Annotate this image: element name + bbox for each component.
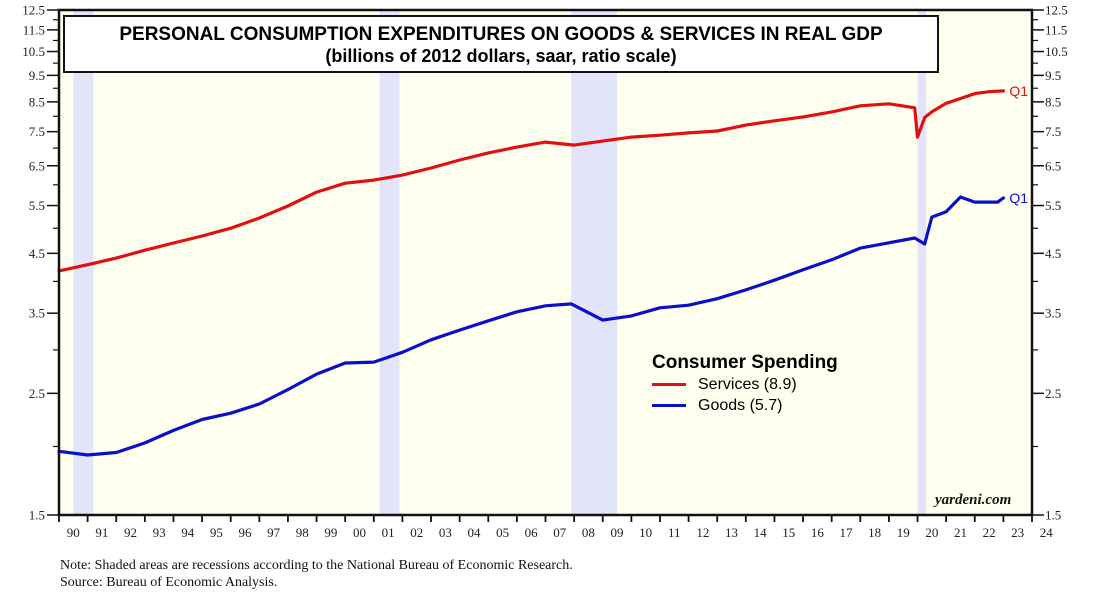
x-tick-label: 17 (839, 525, 853, 540)
y-tick-label-left: 12.5 (22, 3, 45, 18)
x-tick-label: 20 (925, 525, 938, 540)
legend-item-services: Services (8.9) (652, 374, 838, 395)
x-tick-label: 15 (782, 525, 795, 540)
y-tick-label-right: 9.5 (1045, 68, 1061, 83)
y-tick-label-right: 1.5 (1045, 508, 1061, 523)
y-tick-label-right: 7.5 (1045, 124, 1061, 139)
x-tick-label: 05 (496, 525, 509, 540)
y-tick-label-right: 3.5 (1045, 306, 1061, 321)
watermark: yardeni.com (935, 492, 1012, 508)
x-tick-label: 16 (811, 525, 825, 540)
x-tick-label: 13 (725, 525, 738, 540)
x-tick-label: 24 (1040, 525, 1054, 540)
x-tick-label: 03 (439, 525, 452, 540)
y-tick-label-right: 10.5 (1045, 44, 1068, 59)
recession-band (379, 10, 400, 515)
y-tick-label-left: 4.5 (29, 246, 45, 261)
y-axis-left: 12.5 11.5 10.5 9.5 8.5 7.5 6.5 5.5 4.5 3.5 2.5 1.5 (22, 3, 59, 523)
x-tick-label: 09 (611, 525, 624, 540)
x-tick-label: 95 (210, 525, 223, 540)
x-tick-label: 00 (353, 525, 366, 540)
x-tick-label: 23 (1011, 525, 1024, 540)
x-tick-label: 02 (410, 525, 423, 540)
series-lines (57, 89, 1006, 457)
x-tick-label: 10 (639, 525, 652, 540)
y-tick-label-right: 5.5 (1045, 198, 1061, 213)
y-tick-label-right: 2.5 (1045, 386, 1061, 401)
x-tick-label: 19 (897, 525, 910, 540)
x-tick-label: 22 (983, 525, 996, 540)
y-tick-label-right: 11.5 (1045, 22, 1067, 37)
legend-swatch-services (652, 383, 686, 386)
recession-shading (73, 10, 927, 515)
legend-swatch-goods (652, 404, 686, 407)
chart-title: PERSONAL CONSUMPTION EXPENDITURES ON GOO… (119, 24, 883, 45)
x-tick-label: 96 (239, 525, 253, 540)
legend-item-goods: Goods (5.7) (652, 395, 838, 416)
y-tick-label-left: 7.5 (29, 124, 45, 139)
x-tick-label: 01 (382, 525, 395, 540)
source-text: Source: Bureau of Economic Analysis. (60, 575, 278, 590)
y-axis-right: 12.5 11.5 10.5 9.5 8.5 7.5 6.5 5.5 4.5 3.5 2.5 1.5 (1032, 3, 1068, 523)
x-tick-label: 06 (525, 525, 539, 540)
x-tick-label: 92 (124, 525, 137, 540)
x-tick-label: 98 (296, 525, 309, 540)
x-tick-label: 07 (553, 525, 567, 540)
x-tick-label: 91 (95, 525, 108, 540)
y-tick-label-right: 8.5 (1045, 94, 1061, 109)
x-tick-label: 04 (467, 525, 481, 540)
y-tick-label-right: 6.5 (1045, 158, 1061, 173)
chart-title-box: PERSONAL CONSUMPTION EXPENDITURES ON GOO… (63, 15, 939, 73)
y-tick-label-left: 3.5 (29, 306, 45, 321)
y-tick-label-left: 2.5 (29, 386, 45, 401)
legend-label-goods: Goods (5.7) (698, 397, 783, 414)
x-tick-label: 94 (181, 525, 195, 540)
x-tick-label: 08 (582, 525, 595, 540)
y-tick-label-left: 6.5 (29, 158, 45, 173)
y-tick-label-right: 4.5 (1045, 246, 1061, 261)
services-end-label: Q1 (1009, 83, 1028, 99)
x-tick-label: 99 (324, 525, 337, 540)
y-tick-label-left: 10.5 (22, 44, 45, 59)
note-text: Note: Shaded areas are recessions accord… (60, 558, 573, 573)
services-line (57, 89, 1006, 273)
chart-subtitle: (billions of 2012 dollars, saar, ratio s… (325, 46, 677, 66)
x-tick-label: 11 (668, 525, 681, 540)
y-tick-label-left: 11.5 (23, 22, 45, 37)
x-tick-label: 18 (868, 525, 881, 540)
y-tick-label-left: 9.5 (29, 68, 45, 83)
x-tick-label: 93 (153, 525, 166, 540)
x-tick-label: 21 (954, 525, 967, 540)
y-tick-label-right: 12.5 (1045, 3, 1068, 18)
plot-frame (57, 8, 1034, 517)
x-axis: 90 91 92 93 94 95 96 97 98 99 00 01 02 03 04 05 06 07 08 09… (58, 515, 1054, 540)
recession-band (571, 10, 618, 515)
x-tick-label: 14 (754, 525, 768, 540)
goods-end-label: Q1 (1009, 190, 1028, 206)
y-tick-label-left: 1.5 (29, 508, 45, 523)
chart-notes: Note: Shaded areas are recessions accord… (60, 557, 573, 591)
recession-band (917, 10, 927, 515)
goods-line (57, 195, 1006, 457)
x-tick-label: 12 (696, 525, 709, 540)
legend: Consumer Spending Services (8.9) Goods (… (652, 352, 838, 416)
legend-label-services: Services (8.9) (698, 376, 797, 393)
y-tick-label-left: 8.5 (29, 94, 45, 109)
x-tick-label: 97 (267, 525, 281, 540)
recession-band (73, 10, 94, 515)
y-tick-label-left: 5.5 (29, 198, 45, 213)
end-labels: Q1 Q1 (1009, 83, 1028, 206)
plot-background (59, 10, 1032, 515)
x-tick-label: 90 (67, 525, 80, 540)
legend-title: Consumer Spending (652, 352, 838, 373)
